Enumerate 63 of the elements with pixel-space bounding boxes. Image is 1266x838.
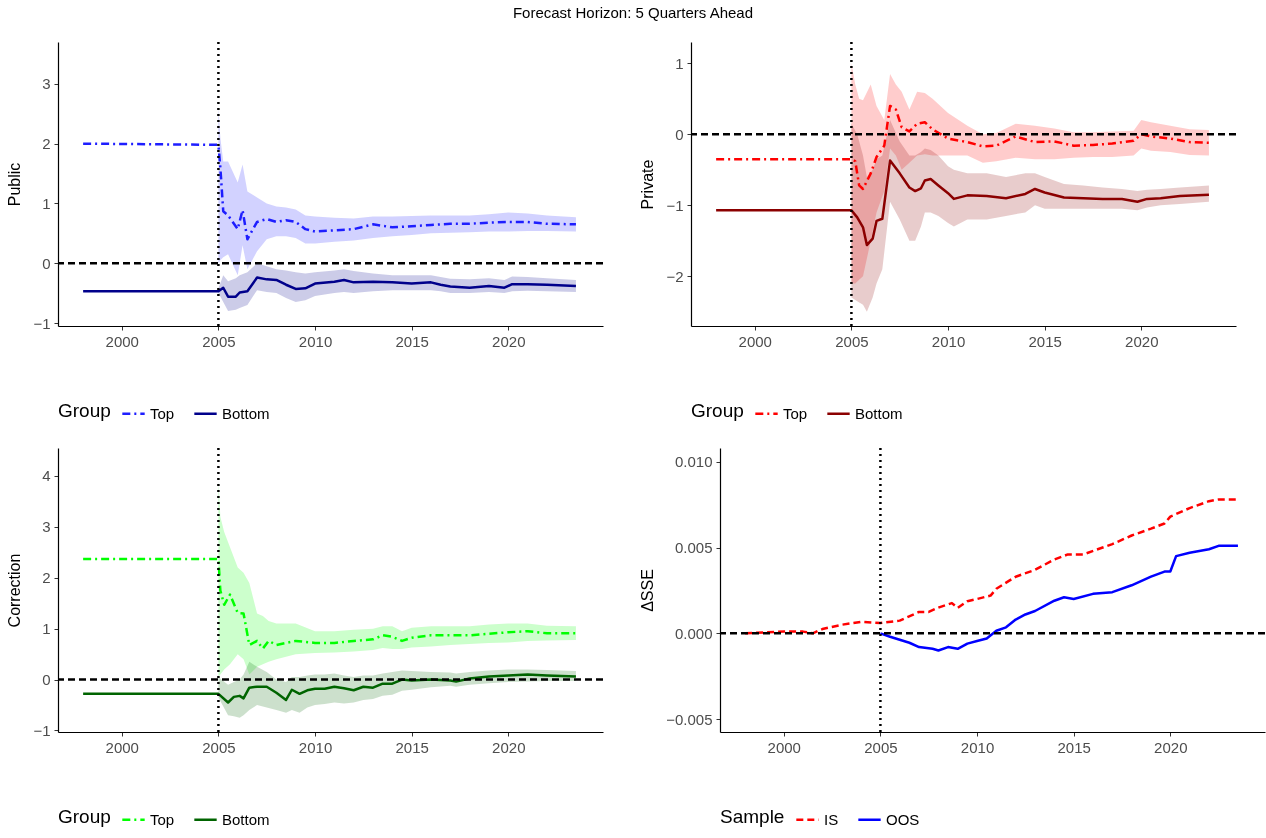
x-tick-label: 2010 bbox=[298, 738, 333, 756]
legend-label: Bottom bbox=[222, 810, 270, 828]
y-axis-title: Private bbox=[639, 159, 657, 210]
y-axis-title: ΔSSE bbox=[639, 569, 657, 612]
chart-title: Forecast Horizon: 5 Quarters Ahead bbox=[511, 4, 755, 21]
x-tick-label: 2000 bbox=[105, 332, 139, 350]
legend-label: Top bbox=[150, 404, 175, 422]
y-tick-label: 1 bbox=[42, 620, 51, 638]
y-tick-label: 0 bbox=[675, 125, 684, 143]
y-tick-label: 3 bbox=[42, 75, 51, 93]
x-tick-label: 2020 bbox=[1154, 738, 1188, 756]
y-axis-title: Public bbox=[6, 162, 24, 207]
y-tick-label: −1 bbox=[666, 196, 684, 214]
legend-label: Bottom bbox=[855, 404, 903, 422]
x-tick-label: 2020 bbox=[492, 738, 526, 756]
x-tick-label: 2005 bbox=[202, 738, 236, 756]
legend-label: Bottom bbox=[222, 404, 270, 422]
x-tick-label: 2015 bbox=[1028, 332, 1062, 350]
x-tick-label: 2020 bbox=[1125, 332, 1159, 350]
y-axis-title: Correction bbox=[6, 553, 24, 628]
y-tick-label: 0.000 bbox=[674, 624, 713, 642]
y-tick-label: 2 bbox=[42, 569, 51, 587]
y-tick-label: −1 bbox=[33, 721, 51, 739]
line-series bbox=[714, 159, 1211, 247]
x-tick-label: 2015 bbox=[395, 332, 429, 350]
line-series bbox=[81, 673, 578, 704]
y-tick-label: 0 bbox=[42, 254, 51, 272]
legend-label: Top bbox=[150, 810, 175, 828]
legend-title: Group bbox=[58, 400, 111, 421]
y-tick-label: 3 bbox=[42, 518, 51, 536]
x-tick-label: 2005 bbox=[864, 738, 898, 756]
legend-title: Group bbox=[58, 806, 111, 827]
x-tick-label: 2010 bbox=[931, 332, 966, 350]
line-series bbox=[714, 104, 1211, 191]
legend-title: Group bbox=[691, 400, 744, 421]
y-tick-label: 4 bbox=[42, 467, 51, 485]
y-tick-label: 0.005 bbox=[674, 539, 713, 557]
x-tick-label: 2000 bbox=[767, 738, 801, 756]
y-tick-label: 1 bbox=[675, 54, 684, 72]
x-tick-label: 2010 bbox=[960, 738, 995, 756]
x-tick-label: 2010 bbox=[298, 332, 333, 350]
y-tick-label: −2 bbox=[666, 267, 684, 285]
line-series bbox=[81, 142, 578, 241]
line-series bbox=[81, 557, 578, 650]
y-tick-label: 0.010 bbox=[674, 453, 713, 471]
legend-label: Top bbox=[783, 404, 808, 422]
line-series bbox=[879, 544, 1240, 652]
legend-title: Sample bbox=[720, 806, 785, 827]
y-tick-label: −1 bbox=[33, 314, 51, 332]
x-tick-label: 2015 bbox=[1057, 738, 1091, 756]
y-tick-label: 0 bbox=[42, 671, 51, 689]
x-tick-label: 2005 bbox=[835, 332, 869, 350]
line-series bbox=[81, 276, 578, 298]
x-tick-label: 2000 bbox=[105, 738, 139, 756]
y-tick-label: −0.005 bbox=[666, 710, 713, 728]
y-tick-label: 2 bbox=[42, 135, 51, 153]
x-tick-label: 2000 bbox=[738, 332, 772, 350]
x-tick-label: 2005 bbox=[202, 332, 236, 350]
y-tick-label: 1 bbox=[42, 194, 51, 212]
x-tick-label: 2020 bbox=[492, 332, 526, 350]
legend-label: IS bbox=[824, 810, 839, 828]
legend-label: OOS bbox=[886, 810, 920, 828]
x-tick-label: 2015 bbox=[395, 738, 429, 756]
